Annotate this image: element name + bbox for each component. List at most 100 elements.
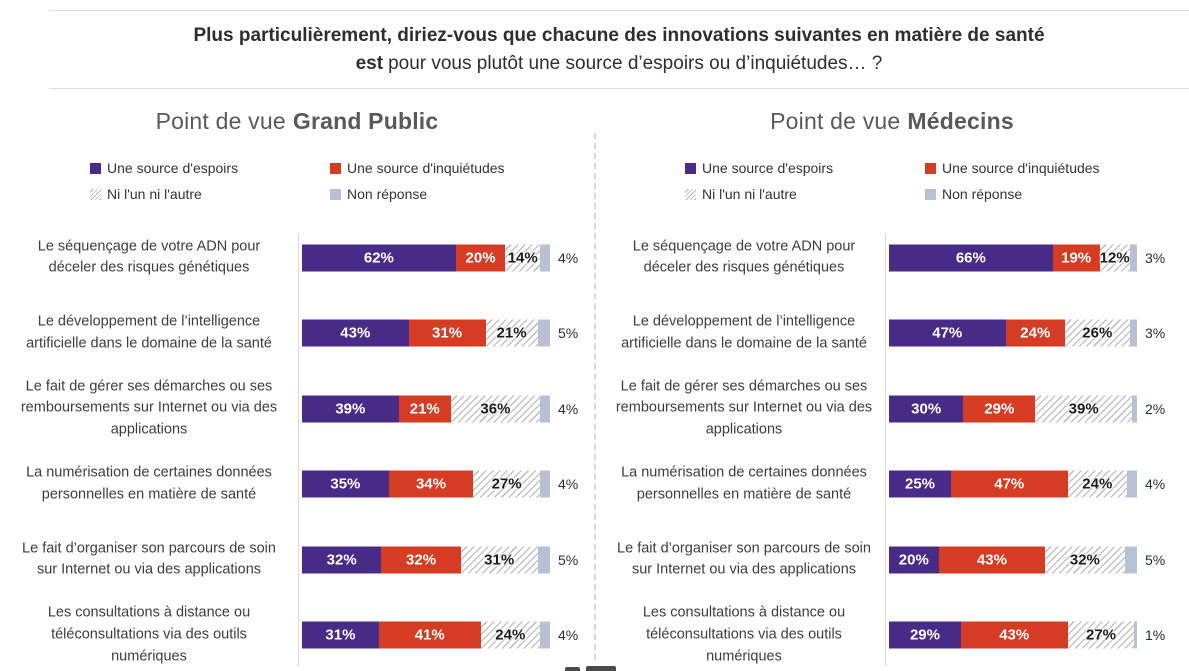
legend-swatch-non-reponse-icon: [330, 188, 341, 200]
bar-segment-inquietudes: 29%: [963, 395, 1036, 422]
segment-value: 39%: [1068, 400, 1099, 417]
bar-segment-espoirs: 32%: [302, 546, 382, 573]
bar-segment-non: [540, 244, 550, 271]
bar-segment-ni: 31%: [460, 546, 538, 573]
nonresponse-value-label: 1%: [1145, 627, 1166, 643]
chart-row: Le développement de l’intelligence artif…: [0, 298, 594, 368]
chart-row: Les consultations à distance ou télécons…: [0, 600, 594, 670]
bar-stack: 43% 31% 21%: [302, 319, 550, 347]
segment-value: 47%: [994, 475, 1025, 493]
chart-row: La numérisation de certaines données per…: [0, 449, 594, 519]
bar-segment-ni: 26%: [1065, 319, 1130, 347]
nonresponse-value-label: 4%: [558, 249, 579, 266]
legend-item-espoirs: Une source d'espoirs: [685, 160, 833, 176]
segment-value: 14%: [507, 249, 538, 266]
nonresponse-value-label: 4%: [558, 627, 579, 643]
legend-label-inquietudes: Une source d'inquiétudes: [347, 160, 505, 176]
bar-segment-non: [1127, 470, 1137, 498]
bar-segment-non: [1129, 319, 1137, 347]
chart-row: Le fait d’organiser son parcours de soin…: [595, 525, 1189, 595]
segment-value: 43%: [976, 551, 1007, 568]
bar-segment-ni: 21%: [485, 319, 538, 347]
legend-label-inquietudes: Une source d'inquiétudes: [942, 160, 1100, 176]
nonresponse-value-label: 4%: [1145, 476, 1166, 492]
legend-label-non-reponse: Non réponse: [942, 186, 1023, 202]
bar-segment-non: [537, 319, 550, 347]
category-label: La numérisation de certaines données per…: [621, 464, 867, 502]
bar-stack: 30% 29% 39%: [889, 395, 1137, 422]
bar-segment-espoirs: 43%: [302, 319, 409, 347]
segment-value: 27%: [491, 475, 522, 493]
category-label: Le développement de l’intelligence artif…: [621, 313, 867, 351]
bar-segment-ni: 39%: [1035, 395, 1133, 422]
bar-segment-non: [1132, 395, 1137, 422]
bar-segment-espoirs: 31%: [302, 621, 379, 649]
segment-value: 62%: [363, 249, 394, 266]
bar-stack: 47% 24% 26%: [889, 319, 1137, 347]
segment-value: 24%: [1020, 324, 1051, 342]
segment-value: 32%: [406, 551, 437, 568]
bar-stack: 31% 41% 24%: [302, 621, 550, 649]
bar-segment-inquietudes: 47%: [951, 470, 1068, 498]
bar-segment-inquietudes: 24%: [1005, 319, 1066, 347]
category-label: Le fait d’organiser son parcours de soin…: [22, 539, 276, 578]
bar-segment-inquietudes: 19%: [1052, 244, 1100, 271]
segment-value: 31%: [432, 324, 463, 342]
segment-value: 36%: [480, 400, 511, 417]
segment-value: 20%: [898, 551, 929, 568]
segment-value: 29%: [984, 400, 1015, 417]
category-label: Le séquençage de votre ADN pour déceler …: [37, 237, 261, 276]
bar-stack: 39% 21% 36%: [302, 395, 550, 422]
legend-label-ni: Ni l'un ni l'autre: [107, 186, 202, 202]
bar-segment-non: [1129, 244, 1137, 271]
bar-stack: 29% 43% 27%: [889, 621, 1137, 649]
nonresponse-value-label: 5%: [558, 551, 579, 568]
legend-swatch-espoirs-icon: [90, 162, 101, 174]
bar-segment-espoirs: 29%: [889, 621, 961, 649]
category-label: Le développement de l’intelligence artif…: [26, 313, 272, 351]
bar-segment-inquietudes: 34%: [388, 470, 474, 498]
question-title: Plus particulièrement, diriez-vous que c…: [49, 10, 1189, 89]
segment-value: 31%: [484, 551, 515, 568]
legend-item-ni: Ni l'un ni l'autre: [685, 186, 797, 202]
segment-value: 24%: [495, 626, 526, 644]
nonresponse-value-label: 4%: [558, 400, 579, 417]
chart-row: Le développement de l’intelligence artif…: [595, 298, 1189, 368]
legend-swatch-ni-icon: [90, 188, 101, 200]
bar-segment-espoirs: 39%: [302, 395, 399, 422]
bar-segment-ni: 27%: [473, 470, 541, 498]
bar-segment-espoirs: 20%: [889, 546, 939, 573]
legend-item-non-reponse: Non réponse: [330, 186, 427, 202]
panel-grand-public: Point de vue Grand Public Une source d'es…: [0, 100, 594, 671]
chart-row: La numérisation de certaines données per…: [595, 449, 1189, 519]
nonresponse-value-label: 5%: [558, 325, 579, 341]
segment-value: 27%: [1085, 626, 1117, 644]
bar-segment-inquietudes: 32%: [381, 546, 461, 573]
bar-segment-non: [540, 621, 550, 649]
legend-item-inquietudes: Une source d'inquiétudes: [330, 160, 505, 176]
panel-heading-grand-public: Point de vue Grand Public: [0, 108, 594, 135]
bar-stack: 25% 47% 24%: [889, 470, 1137, 498]
panel-divider: [594, 133, 596, 660]
question-title-line2: est pour vous plutôt une source d’espoirs…: [356, 50, 883, 78]
panel-heading-name: Médecins: [907, 108, 1014, 134]
bar-segment-ni: 14%: [505, 244, 541, 271]
segment-value: 29%: [909, 626, 940, 644]
bar-segment-non: [1124, 546, 1137, 573]
category-label: Les consultations à distance ou télécons…: [47, 604, 251, 664]
panel-heading-medecins: Point de vue Médecins: [595, 108, 1189, 135]
segment-value: 47%: [932, 324, 963, 342]
chart-row: Le fait d’organiser son parcours de soin…: [0, 525, 594, 595]
legend-item-espoirs: Une source d'espoirs: [90, 160, 238, 176]
bar-segment-espoirs: 35%: [302, 470, 389, 498]
bar-segment-inquietudes: 43%: [960, 621, 1068, 649]
category-label: Le fait de gérer ses démarches ou ses re…: [615, 377, 873, 438]
nonresponse-value-label: 3%: [1145, 325, 1166, 341]
legend-swatch-inquietudes-icon: [925, 162, 936, 174]
segment-value: 21%: [409, 400, 440, 417]
segment-value: 25%: [904, 475, 936, 493]
segment-value: 26%: [1082, 324, 1113, 342]
bar-segment-inquietudes: 31%: [408, 319, 486, 347]
nonresponse-value-label: 3%: [1145, 249, 1166, 266]
